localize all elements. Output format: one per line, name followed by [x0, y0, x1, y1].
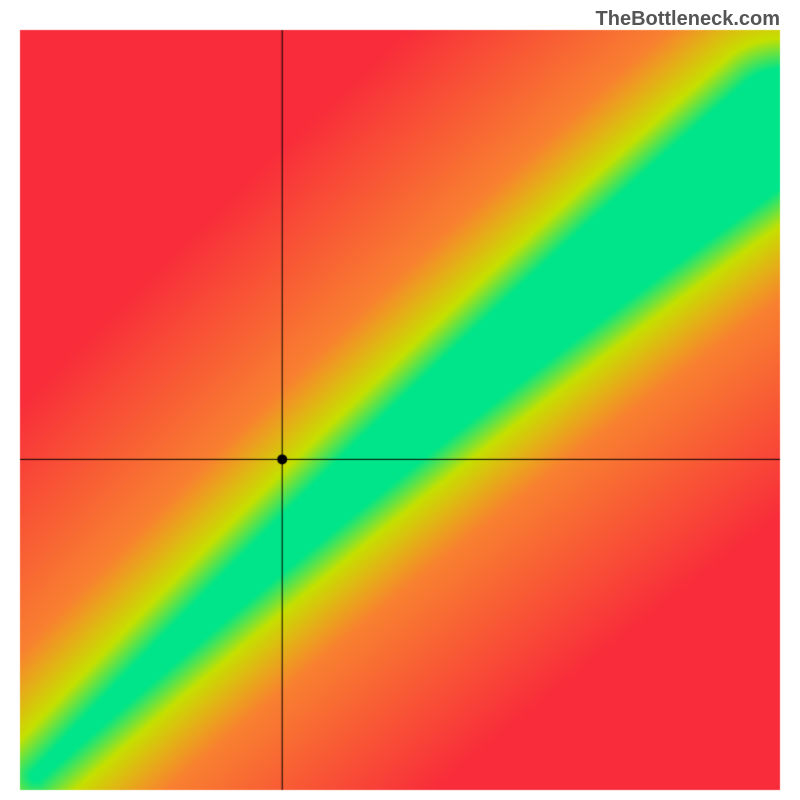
bottleneck-heatmap — [0, 0, 800, 800]
chart-container: TheBottleneck.com — [0, 0, 800, 800]
watermark-text: TheBottleneck.com — [596, 8, 780, 31]
